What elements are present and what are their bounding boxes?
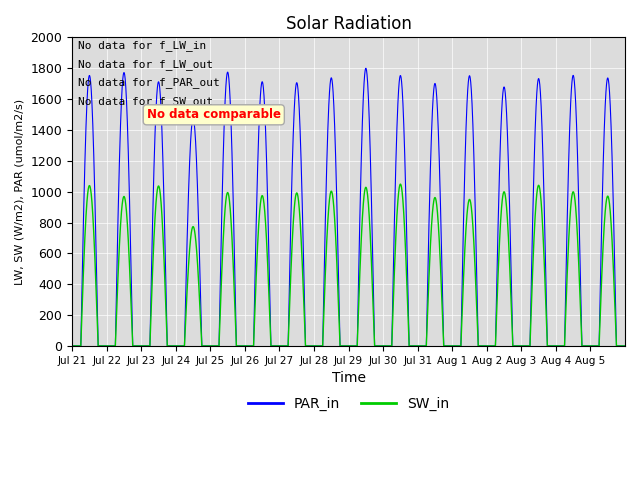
Text: No data for f_SW_out: No data for f_SW_out	[77, 96, 212, 107]
PAR_in	[399, 96, 406, 101]
SW_in	[397, 181, 404, 187]
SW_in	[68, 343, 76, 349]
Title: Solar Radiation: Solar Radiation	[285, 15, 412, 33]
Text: No data for f_PAR_out: No data for f_PAR_out	[77, 77, 220, 88]
PAR_in	[68, 343, 76, 349]
Line: SW_in: SW_in	[72, 184, 625, 346]
SW_in	[527, 305, 535, 311]
Text: No data comparable: No data comparable	[147, 108, 281, 121]
X-axis label: Time: Time	[332, 371, 365, 385]
PAR_in	[183, 252, 191, 257]
Text: No data for f_LW_out: No data for f_LW_out	[77, 59, 212, 70]
PAR_in	[527, 279, 535, 285]
Legend: PAR_in, SW_in: PAR_in, SW_in	[243, 391, 454, 416]
PAR_in	[541, 263, 549, 268]
Y-axis label: LW, SW (W/m2), PAR (umol/m2/s): LW, SW (W/m2), PAR (umol/m2/s)	[15, 98, 25, 285]
SW_in	[621, 343, 628, 349]
PAR_in	[621, 343, 628, 349]
PAR_in	[362, 65, 370, 71]
SW_in	[369, 299, 377, 304]
SW_in	[183, 295, 191, 301]
Line: PAR_in: PAR_in	[72, 68, 625, 346]
SW_in	[541, 295, 549, 300]
SW_in	[500, 189, 508, 195]
PAR_in	[500, 84, 508, 90]
SW_in	[399, 195, 406, 201]
PAR_in	[369, 271, 377, 277]
Text: No data for f_LW_in: No data for f_LW_in	[77, 40, 206, 51]
